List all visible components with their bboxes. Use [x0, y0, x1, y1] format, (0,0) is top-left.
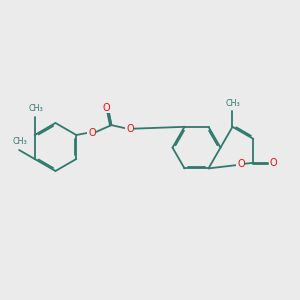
- Text: O: O: [270, 158, 278, 168]
- Text: O: O: [126, 124, 134, 134]
- Text: O: O: [237, 159, 245, 170]
- Text: CH₃: CH₃: [13, 137, 28, 146]
- Text: O: O: [102, 103, 110, 113]
- Text: O: O: [88, 128, 96, 138]
- Text: CH₃: CH₃: [29, 104, 44, 113]
- Text: CH₃: CH₃: [226, 99, 241, 108]
